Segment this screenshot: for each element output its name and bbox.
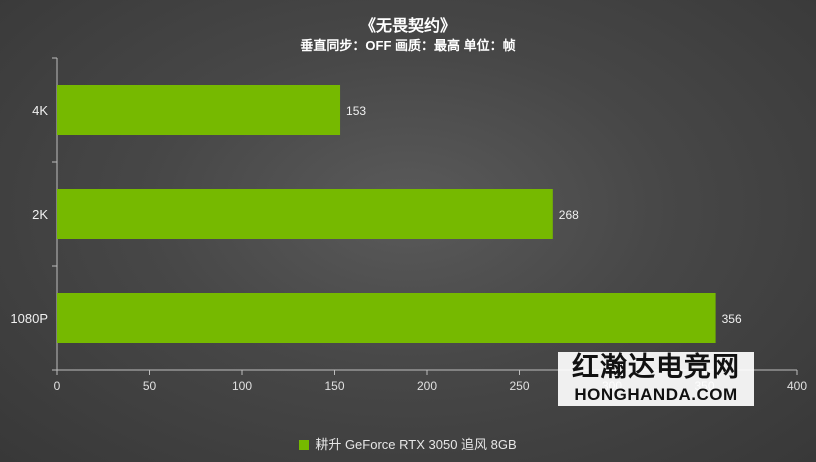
x-tick-label: 150 [324,379,344,393]
x-tick-label: 100 [232,379,252,393]
category-label: 4K [32,103,48,118]
x-tick-label: 0 [54,379,61,393]
chart-subtitle: 垂直同步：OFF 画质：最高 单位：帧 [300,38,516,53]
legend-swatch [299,440,310,450]
watermark-cn: 红瀚达电竞网 [572,352,740,383]
data-label: 356 [722,312,742,326]
chart-title: 《无畏契约》 [359,18,456,35]
bar [57,189,553,239]
data-label: 268 [559,208,579,222]
category-label: 2K [32,207,48,222]
watermark: 红瀚达电竞网 HONGHANDA.COM [558,352,754,406]
watermark-en: HONGHANDA.COM [574,385,738,404]
x-tick-label: 200 [417,379,437,393]
bar [57,293,716,343]
x-tick-label: 400 [787,379,807,393]
x-tick-label: 250 [509,379,529,393]
bar [57,85,341,135]
legend-label: 耕升 GeForce RTX 3050 追风 8GB [315,437,517,452]
category-label: 1080P [10,311,48,326]
x-tick-label: 50 [143,379,157,393]
data-label: 153 [346,104,366,118]
legend: 耕升 GeForce RTX 3050 追风 8GB [0,434,816,453]
